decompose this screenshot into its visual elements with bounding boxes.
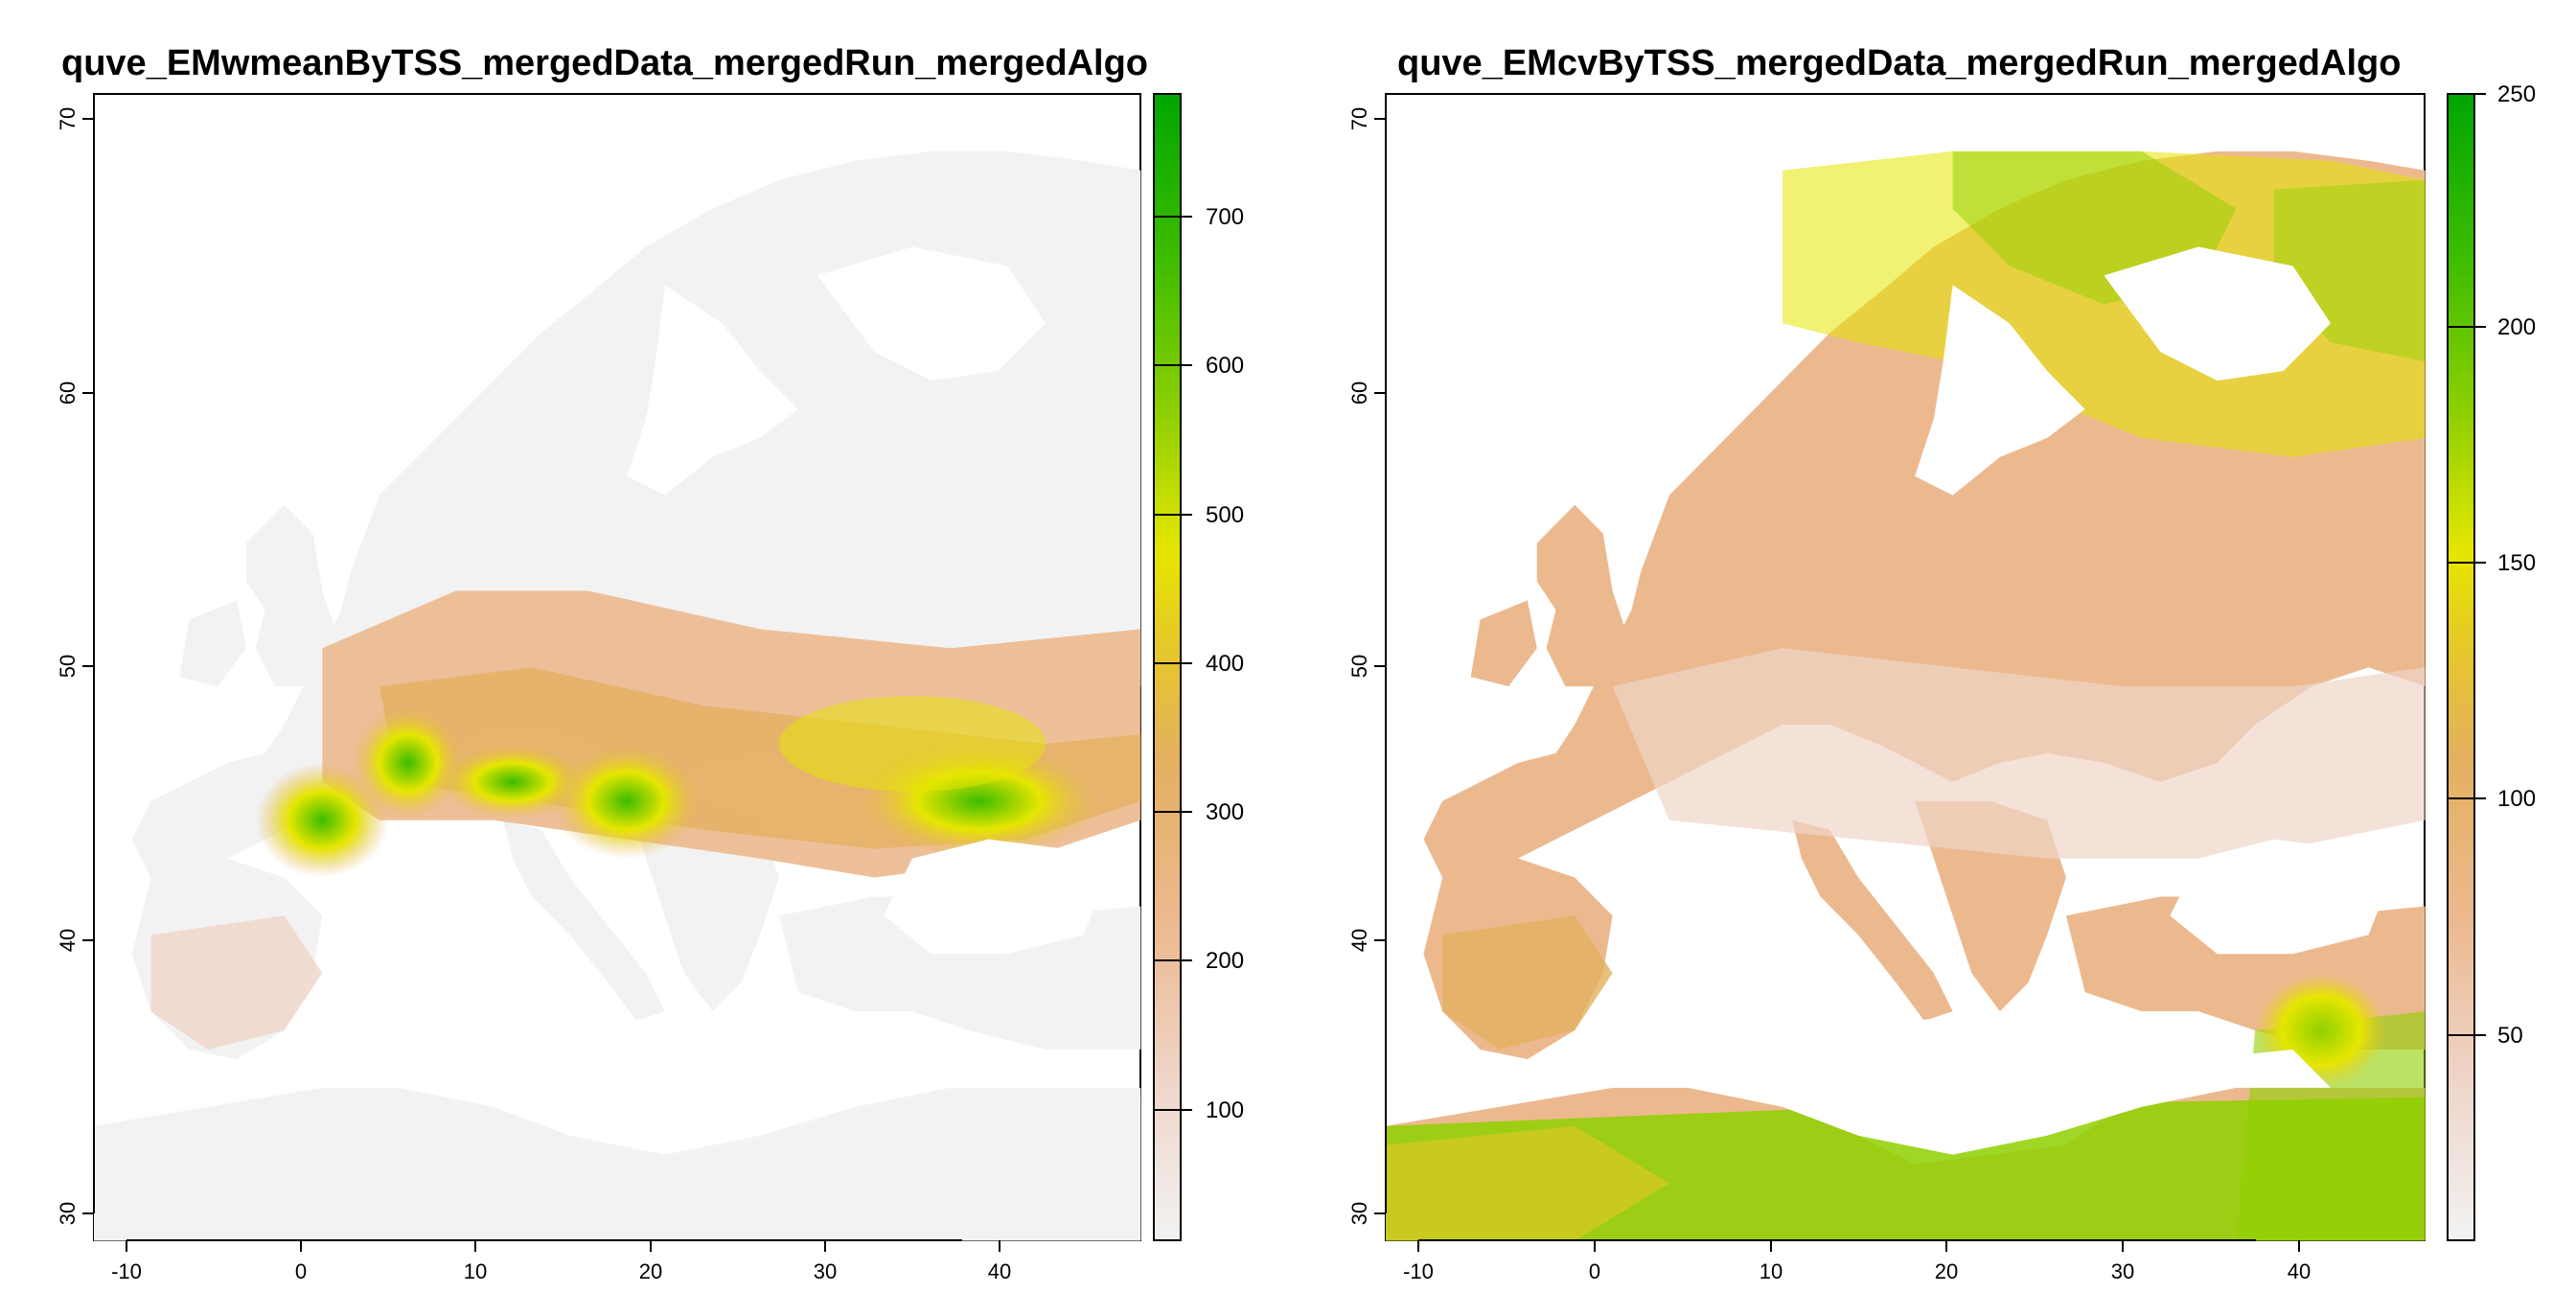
x-axis: -10 0 10 20 30 40 xyxy=(111,1239,1011,1283)
y-tick-label: 50 xyxy=(1347,655,1371,678)
hotspot-pyrenees xyxy=(255,762,389,878)
y-tick-label: 70 xyxy=(1347,107,1371,130)
colorbar-tick-label: 250 xyxy=(2497,81,2536,107)
x-tick-label: 30 xyxy=(2111,1259,2134,1283)
x-tick-label: 0 xyxy=(1589,1259,1600,1283)
y-tick-label: 60 xyxy=(56,381,80,404)
x-tick-label: 20 xyxy=(1935,1259,1958,1283)
iberia-zone xyxy=(150,915,323,1050)
colorbar-gradient xyxy=(2447,93,2475,1241)
x-tick-label: 20 xyxy=(639,1259,662,1283)
white-sea xyxy=(2104,246,2331,381)
y-tick-label: 50 xyxy=(56,655,80,678)
africa-zone xyxy=(94,1097,1141,1241)
hotspot-alps xyxy=(436,743,589,820)
map-panel-right: quve_EMcvByTSS_mergedData_mergedRun_merg… xyxy=(1347,43,2536,1283)
colorbar-tick-label: 100 xyxy=(1206,1097,1244,1123)
hotspot-balkans xyxy=(550,743,703,859)
colorbar: 50 100 150 200 250 xyxy=(2447,81,2536,1241)
x-tick-label: 40 xyxy=(2288,1259,2311,1283)
colorbar-tick-label: 300 xyxy=(1206,799,1244,825)
raster-map xyxy=(1386,150,2426,1241)
baltic-sea xyxy=(627,285,798,496)
hotspot-alps-west xyxy=(351,705,466,820)
x-tick-label: 40 xyxy=(988,1259,1011,1283)
x-tick-label: -10 xyxy=(1403,1259,1434,1283)
colorbar-tick-label: 600 xyxy=(1206,353,1244,379)
x-tick-label: 10 xyxy=(464,1259,487,1283)
black-sea xyxy=(884,839,1103,955)
colorbar-tick-label: 100 xyxy=(2497,786,2536,812)
x-tick-label: 0 xyxy=(295,1259,307,1283)
baltic-sea xyxy=(1915,285,2085,496)
colorbar-tick-label: 700 xyxy=(1206,204,1244,230)
y-tick-label: 30 xyxy=(56,1202,80,1225)
low-zone xyxy=(1612,648,2426,859)
black-sea xyxy=(2170,839,2388,955)
colorbar-tick-label: 400 xyxy=(1206,651,1244,677)
colorbar: 100 200 300 400 500 600 700 xyxy=(1153,93,1244,1241)
y-tick-label: 60 xyxy=(1347,381,1371,404)
colorbar-tick-label: 200 xyxy=(2497,314,2536,340)
panel-title: quve_EMwmeanByTSS_mergedData_mergedRun_m… xyxy=(61,43,1148,83)
y-tick-label: 40 xyxy=(1347,929,1371,952)
colorbar-tick-label: 150 xyxy=(2497,550,2536,576)
raster-map xyxy=(94,150,1141,1241)
africa-zone xyxy=(1386,1097,2426,1241)
colorbar-tick-label: 500 xyxy=(1206,502,1244,528)
x-tick-label: -10 xyxy=(111,1259,142,1283)
mediterranean-sea xyxy=(1575,954,2331,1155)
iberia-zone xyxy=(1442,915,1613,1050)
x-tick-label: 10 xyxy=(1760,1259,1782,1283)
white-sea xyxy=(816,246,1046,381)
sahara-west-zone xyxy=(1386,1125,1669,1241)
map-panel-left: quve_EMwmeanByTSS_mergedData_mergedRun_m… xyxy=(56,43,1244,1283)
y-axis: 30 40 50 60 70 xyxy=(1347,107,1387,1225)
y-tick-label: 40 xyxy=(56,929,80,952)
mediterranean-sea xyxy=(284,954,1046,1155)
steppe-zone xyxy=(778,696,1046,792)
colorbar-gradient xyxy=(1153,93,1182,1241)
y-axis: 30 40 50 60 70 xyxy=(56,107,95,1225)
north-zone xyxy=(1782,150,2426,457)
x-axis: -10 0 10 20 30 40 xyxy=(1403,1239,2311,1283)
panel-title: quve_EMcvByTSS_mergedData_mergedRun_merg… xyxy=(1397,43,2401,83)
x-tick-label: 30 xyxy=(814,1259,837,1283)
y-tick-label: 70 xyxy=(56,107,80,130)
colorbar-tick-label: 50 xyxy=(2497,1023,2523,1049)
y-tick-label: 30 xyxy=(1347,1202,1371,1225)
colorbar-tick-label: 200 xyxy=(1206,948,1244,974)
